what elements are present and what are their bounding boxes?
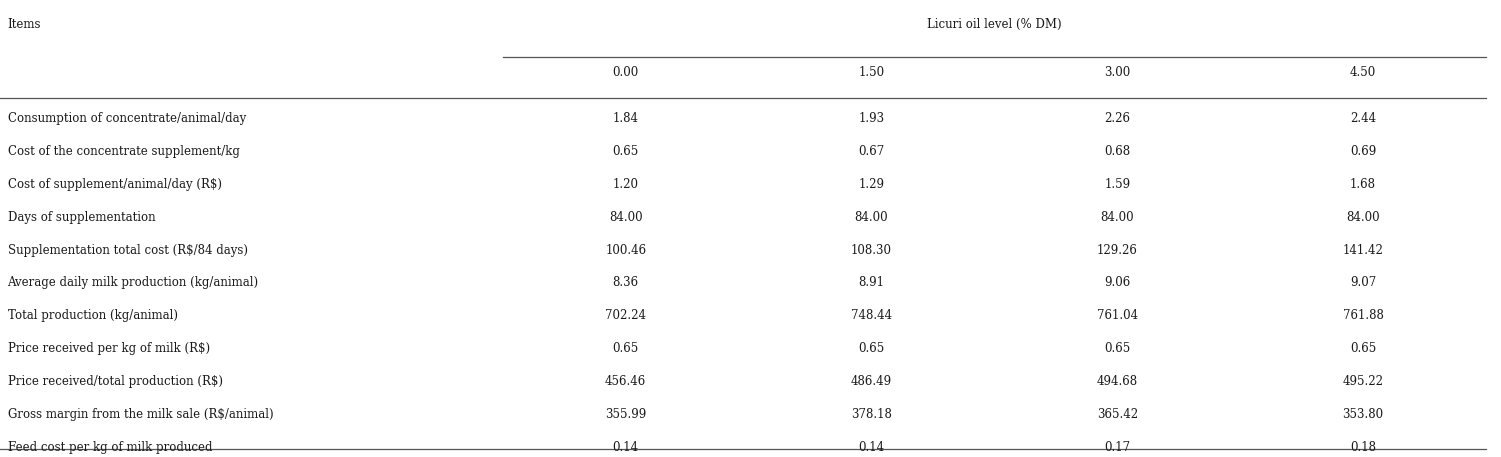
Text: 141.42: 141.42 bbox=[1343, 244, 1384, 256]
Text: 1.68: 1.68 bbox=[1349, 178, 1376, 191]
Text: Cost of supplement/animal/day (R$): Cost of supplement/animal/day (R$) bbox=[8, 178, 222, 191]
Text: 494.68: 494.68 bbox=[1097, 375, 1138, 388]
Text: 702.24: 702.24 bbox=[605, 309, 647, 322]
Text: 495.22: 495.22 bbox=[1342, 375, 1384, 388]
Text: 84.00: 84.00 bbox=[609, 211, 642, 223]
Text: 748.44: 748.44 bbox=[851, 309, 892, 322]
Text: 0.68: 0.68 bbox=[1105, 145, 1130, 158]
Text: Licuri oil level (% DM): Licuri oil level (% DM) bbox=[928, 18, 1061, 31]
Text: 9.06: 9.06 bbox=[1105, 276, 1130, 289]
Text: 0.67: 0.67 bbox=[859, 145, 884, 158]
Text: Total production (kg/animal): Total production (kg/animal) bbox=[8, 309, 177, 322]
Text: Price received per kg of milk (R$): Price received per kg of milk (R$) bbox=[8, 342, 210, 355]
Text: 1.50: 1.50 bbox=[859, 66, 884, 79]
Text: 1.29: 1.29 bbox=[859, 178, 884, 191]
Text: 9.07: 9.07 bbox=[1349, 276, 1376, 289]
Text: 2.44: 2.44 bbox=[1349, 112, 1376, 125]
Text: 1.59: 1.59 bbox=[1105, 178, 1130, 191]
Text: 761.88: 761.88 bbox=[1343, 309, 1384, 322]
Text: Average daily milk production (kg/animal): Average daily milk production (kg/animal… bbox=[8, 276, 258, 289]
Text: 486.49: 486.49 bbox=[851, 375, 892, 388]
Text: Supplementation total cost (R$/84 days): Supplementation total cost (R$/84 days) bbox=[8, 244, 248, 256]
Text: Feed cost per kg of milk produced: Feed cost per kg of milk produced bbox=[8, 441, 212, 454]
Text: 8.36: 8.36 bbox=[612, 276, 639, 289]
Text: 0.00: 0.00 bbox=[612, 66, 639, 79]
Text: 353.80: 353.80 bbox=[1342, 408, 1384, 421]
Text: Cost of the concentrate supplement/kg: Cost of the concentrate supplement/kg bbox=[8, 145, 239, 158]
Text: 0.65: 0.65 bbox=[1349, 342, 1376, 355]
Text: Days of supplementation: Days of supplementation bbox=[8, 211, 155, 223]
Text: Consumption of concentrate/animal/day: Consumption of concentrate/animal/day bbox=[8, 112, 246, 125]
Text: 1.84: 1.84 bbox=[612, 112, 639, 125]
Text: 0.14: 0.14 bbox=[859, 441, 884, 454]
Text: 365.42: 365.42 bbox=[1097, 408, 1138, 421]
Text: 129.26: 129.26 bbox=[1097, 244, 1138, 256]
Text: 3.00: 3.00 bbox=[1105, 66, 1130, 79]
Text: 84.00: 84.00 bbox=[1346, 211, 1379, 223]
Text: 0.69: 0.69 bbox=[1349, 145, 1376, 158]
Text: 0.14: 0.14 bbox=[612, 441, 639, 454]
Text: 456.46: 456.46 bbox=[605, 375, 647, 388]
Text: 378.18: 378.18 bbox=[851, 408, 892, 421]
Text: 0.65: 0.65 bbox=[612, 342, 639, 355]
Text: 0.65: 0.65 bbox=[1105, 342, 1130, 355]
Text: 84.00: 84.00 bbox=[1100, 211, 1135, 223]
Text: 0.18: 0.18 bbox=[1349, 441, 1376, 454]
Text: Items: Items bbox=[8, 18, 41, 31]
Text: 100.46: 100.46 bbox=[605, 244, 647, 256]
Text: 761.04: 761.04 bbox=[1097, 309, 1138, 322]
Text: Price received/total production (R$): Price received/total production (R$) bbox=[8, 375, 222, 388]
Text: 355.99: 355.99 bbox=[605, 408, 647, 421]
Text: 0.17: 0.17 bbox=[1105, 441, 1130, 454]
Text: 84.00: 84.00 bbox=[854, 211, 889, 223]
Text: 1.93: 1.93 bbox=[859, 112, 884, 125]
Text: 4.50: 4.50 bbox=[1349, 66, 1376, 79]
Text: 2.26: 2.26 bbox=[1105, 112, 1130, 125]
Text: 108.30: 108.30 bbox=[851, 244, 892, 256]
Text: 8.91: 8.91 bbox=[859, 276, 884, 289]
Text: 0.65: 0.65 bbox=[859, 342, 884, 355]
Text: 0.65: 0.65 bbox=[612, 145, 639, 158]
Text: 1.20: 1.20 bbox=[612, 178, 639, 191]
Text: Gross margin from the milk sale (R$/animal): Gross margin from the milk sale (R$/anim… bbox=[8, 408, 273, 421]
